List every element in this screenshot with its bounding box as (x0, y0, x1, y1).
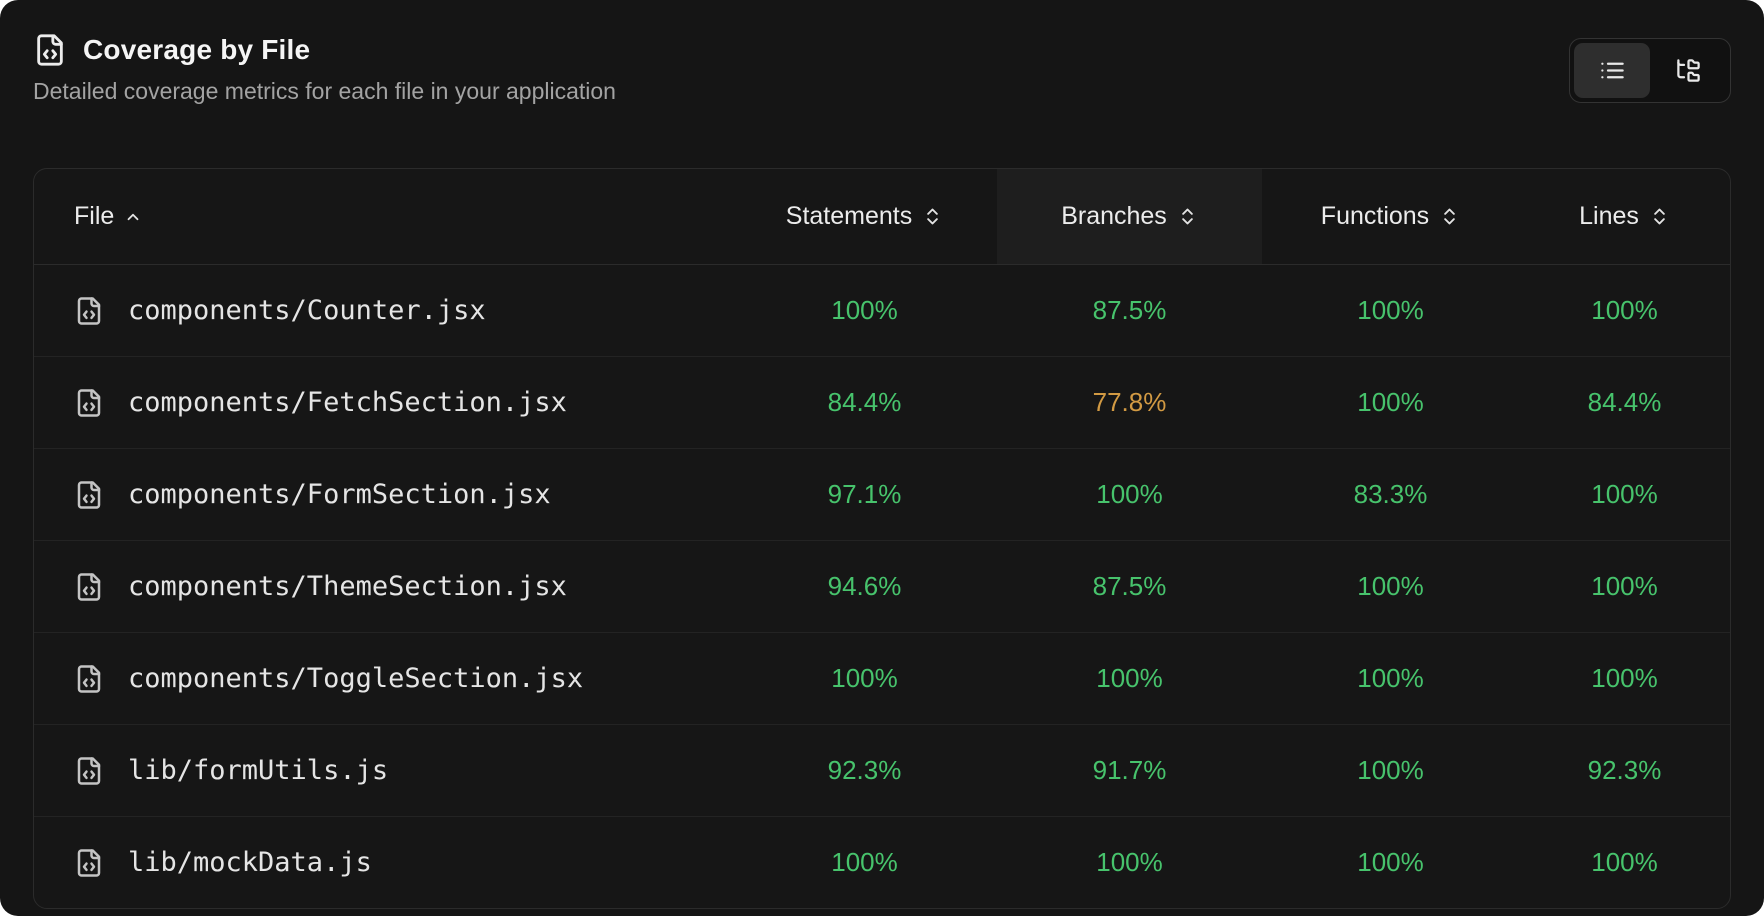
lines-value: 100% (1591, 663, 1658, 693)
statements-value: 97.1% (827, 479, 902, 509)
column-header-file[interactable]: File (34, 169, 732, 264)
file-code-icon (74, 664, 104, 694)
chevrons-up-down-icon (1177, 206, 1198, 227)
file-code-icon (74, 480, 104, 510)
file-cell: lib/mockData.js (34, 847, 732, 878)
file-name: lib/mockData.js (128, 847, 372, 878)
column-header-functions[interactable]: Functions (1262, 169, 1519, 264)
file-name: components/Counter.jsx (128, 295, 486, 326)
branches-value: 91.7% (1092, 755, 1167, 785)
functions-value: 100% (1357, 571, 1424, 601)
folder-tree-icon (1675, 57, 1702, 84)
lines-value: 100% (1591, 295, 1658, 325)
functions-value: 100% (1357, 295, 1424, 325)
column-label: File (74, 202, 115, 230)
branches-value: 87.5% (1092, 295, 1167, 325)
chevrons-up-down-icon (922, 206, 943, 227)
file-cell: components/ToggleSection.jsx (34, 663, 732, 694)
statements-value: 100% (831, 847, 898, 877)
file-name: components/FormSection.jsx (128, 479, 551, 510)
file-code-icon (74, 756, 104, 786)
branches-value: 100% (1096, 847, 1163, 877)
list-icon (1599, 57, 1626, 84)
branches-value: 100% (1096, 479, 1163, 509)
statements-value: 100% (831, 295, 898, 325)
file-name: lib/formUtils.js (128, 755, 389, 786)
view-toggle (1569, 38, 1731, 103)
column-header-statements[interactable]: Statements (732, 169, 997, 264)
column-header-branches[interactable]: Branches (997, 169, 1262, 264)
table-row[interactable]: components/Counter.jsx 100% 87.5% 100% 100% (34, 265, 1730, 357)
statements-value: 84.4% (827, 387, 902, 417)
table-row[interactable]: lib/formUtils.js 92.3% 91.7% 100% 92.3% (34, 725, 1730, 817)
chevrons-up-down-icon (1439, 206, 1460, 227)
column-label: Branches (1061, 202, 1167, 230)
coverage-table: File Statements Branches Functions Lines com… (33, 168, 1731, 909)
table-row[interactable]: components/ThemeSection.jsx 94.6% 87.5% 100… (34, 541, 1730, 633)
column-header-lines[interactable]: Lines (1519, 169, 1730, 264)
lines-value: 100% (1591, 571, 1658, 601)
branches-value: 77.8% (1092, 387, 1167, 417)
file-cell: components/ThemeSection.jsx (34, 571, 732, 602)
file-code-icon (74, 572, 104, 602)
table-row[interactable]: components/FormSection.jsx 97.1% 100% 83.3%… (34, 449, 1730, 541)
column-label: Lines (1579, 202, 1639, 230)
file-name: components/FetchSection.jsx (128, 387, 567, 418)
statements-value: 92.3% (827, 755, 902, 785)
file-name: components/ToggleSection.jsx (128, 663, 584, 694)
statements-value: 100% (831, 663, 898, 693)
lines-value: 100% (1591, 847, 1658, 877)
functions-value: 100% (1357, 847, 1424, 877)
functions-value: 100% (1357, 387, 1424, 417)
table-row[interactable]: components/ToggleSection.jsx 100% 100% 100%… (34, 633, 1730, 725)
file-code-icon (74, 848, 104, 878)
chevrons-up-down-icon (1649, 206, 1670, 227)
file-cell: components/Counter.jsx (34, 295, 732, 326)
file-cell: components/FetchSection.jsx (34, 387, 732, 418)
list-view-button[interactable] (1574, 43, 1650, 98)
file-cell: components/FormSection.jsx (34, 479, 732, 510)
file-name: components/ThemeSection.jsx (128, 571, 567, 602)
heading-block: Coverage by File Detailed coverage metri… (33, 33, 616, 105)
file-code-icon (74, 296, 104, 326)
functions-value: 83.3% (1353, 479, 1428, 509)
column-label: Functions (1320, 202, 1430, 230)
table-row[interactable]: lib/mockData.js 100% 100% 100% 100% (34, 817, 1730, 908)
branches-value: 100% (1096, 663, 1163, 693)
column-label: Statements (785, 202, 913, 230)
file-code-icon (74, 388, 104, 418)
file-code-icon (33, 33, 67, 67)
page-subtitle: Detailed coverage metrics for each file … (33, 78, 616, 104)
functions-value: 100% (1357, 663, 1424, 693)
lines-value: 92.3% (1587, 755, 1662, 785)
table-body: components/Counter.jsx 100% 87.5% 100% 100% c… (34, 265, 1730, 908)
statements-value: 94.6% (827, 571, 902, 601)
page-header: Coverage by File Detailed coverage metri… (33, 33, 1731, 105)
file-cell: lib/formUtils.js (34, 755, 732, 786)
page-title: Coverage by File (83, 34, 311, 65)
chevron-up-icon (124, 208, 142, 226)
functions-value: 100% (1357, 755, 1424, 785)
branches-value: 87.5% (1092, 571, 1167, 601)
table-header-row: File Statements Branches Functions Lines (34, 169, 1730, 265)
lines-value: 84.4% (1587, 387, 1662, 417)
table-row[interactable]: components/FetchSection.jsx 84.4% 77.8% 100… (34, 357, 1730, 449)
lines-value: 100% (1591, 479, 1658, 509)
tree-view-button[interactable] (1650, 43, 1726, 98)
